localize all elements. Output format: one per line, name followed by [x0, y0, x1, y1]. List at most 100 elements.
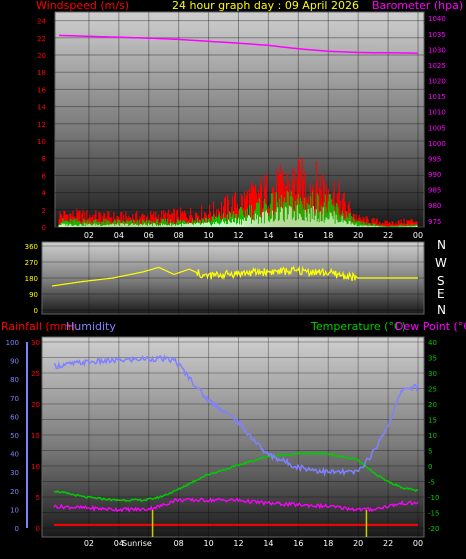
barometer-tick-label: 980 — [428, 202, 441, 210]
humidity-tick-label: 30 — [10, 469, 19, 477]
barometer-axis-label: Barometer (hpa) — [372, 0, 463, 12]
barometer-tick-label: 1030 — [428, 46, 446, 54]
rain-tick-label: 0 — [36, 525, 40, 533]
direction-tick-label: 90 — [29, 291, 38, 299]
wind-axis-label: Windspeed (m/s) — [36, 0, 129, 12]
rain-tick-label: 5 — [36, 494, 40, 502]
direction-tick-label: 270 — [25, 259, 38, 267]
humidity-tick-label: 60 — [10, 413, 19, 421]
wind-tick-label: 16 — [37, 86, 46, 94]
x-tick-label: 12 — [233, 231, 243, 240]
x-tick-label: 20 — [353, 231, 363, 240]
compass-n-bottom: N — [437, 303, 446, 317]
rain-axis-label: Rainfall (mm) — [1, 320, 75, 333]
wind-tick-label: 22 — [37, 35, 46, 43]
barometer-tick-label: 995 — [428, 155, 441, 163]
temperature-tick-label: 30 — [428, 370, 437, 378]
panel1-background — [54, 11, 425, 228]
temperature-tick-label: 40 — [428, 339, 437, 347]
humidity-axis-label: Humidity — [66, 320, 116, 333]
barometer-tick-label: 1015 — [428, 93, 446, 101]
humidity-tick-label: 100 — [6, 339, 19, 347]
rain-tick-label: 20 — [31, 401, 40, 409]
x-tick-label: 14 — [263, 231, 273, 240]
barometer-tick-label: 1000 — [428, 140, 446, 148]
wind-direction-line — [51, 265, 418, 287]
x-tick-label: 14 — [263, 539, 273, 548]
x-tick-label: 08 — [174, 539, 184, 548]
humidity-tick-label: 90 — [10, 358, 19, 366]
x-tick-label: 22 — [383, 539, 393, 548]
wind-tick-label: 24 — [37, 18, 46, 26]
dewpoint-line — [53, 497, 419, 513]
panel3-background — [41, 336, 425, 538]
compass-e: E — [437, 287, 445, 301]
sunrise-label: Sunrise — [122, 539, 152, 548]
compass-s: S — [437, 274, 445, 288]
humidity-line — [53, 354, 419, 477]
x-tick-label: 00 — [413, 231, 423, 240]
barometer-line — [58, 34, 418, 54]
temperature-tick-label: -15 — [428, 510, 439, 518]
temperature-tick-label: 20 — [428, 401, 437, 409]
barometer-tick-label: 1010 — [428, 109, 446, 117]
wind-tick-label: 2 — [42, 207, 46, 215]
direction-tick-label: 180 — [25, 275, 38, 283]
humidity-tick-label: 70 — [10, 395, 19, 403]
barometer-tick-label: 990 — [428, 171, 441, 179]
x-tick-label: 12 — [233, 539, 243, 548]
temperature-tick-label: 10 — [428, 432, 437, 440]
humidity-tick-label: 10 — [10, 506, 19, 514]
barometer-tick-label: 975 — [428, 218, 441, 226]
temperature-tick-label: 0 — [428, 463, 432, 471]
barometer-tick-label: 1040 — [428, 15, 446, 23]
temperature-tick-label: 15 — [428, 417, 437, 425]
humidity-tick-label: 50 — [10, 432, 19, 440]
temperature-tick-label: 35 — [428, 355, 437, 363]
humidity-tick-label: 40 — [10, 451, 19, 459]
rain-tick-label: 10 — [31, 463, 40, 471]
temperature-tick-label: 25 — [428, 386, 437, 394]
barometer-tick-label: 1025 — [428, 62, 446, 70]
x-tick-label: 16 — [293, 539, 303, 548]
x-tick-label: 22 — [383, 231, 393, 240]
humidity-tick-label: 20 — [10, 488, 19, 496]
x-tick-label: 18 — [323, 231, 333, 240]
x-tick-label: 10 — [203, 539, 213, 548]
barometer-tick-label: 1020 — [428, 78, 446, 86]
x-tick-label: 04 — [114, 539, 124, 548]
temperature-line — [53, 451, 419, 502]
wind-tick-label: 6 — [42, 172, 47, 180]
barometer-tick-label: 1035 — [428, 31, 446, 39]
temperature-axis-label: Temperature (°C) — [310, 320, 406, 333]
x-tick-label: 16 — [293, 231, 303, 240]
temperature-tick-label: 5 — [428, 448, 432, 456]
wind-tick-label: 20 — [37, 52, 46, 60]
x-tick-label: 10 — [203, 231, 213, 240]
direction-tick-label: 360 — [25, 243, 38, 251]
wind-tick-label: 10 — [37, 138, 46, 146]
compass-w: W — [435, 256, 447, 270]
wind-tick-label: 8 — [42, 155, 46, 163]
chart-title: 24 hour graph day : 09 April 2026 — [172, 0, 359, 12]
barometer-tick-label: 1005 — [428, 124, 446, 132]
dewpoint-axis-label: Dew Point (°C) — [395, 320, 466, 333]
temperature-tick-label: -5 — [428, 479, 435, 487]
x-tick-label: 04 — [114, 231, 124, 240]
wind-tick-label: 4 — [42, 190, 47, 198]
wind-tick-label: 14 — [37, 104, 46, 112]
temperature-tick-label: -20 — [428, 525, 439, 533]
rain-tick-label: 25 — [31, 370, 40, 378]
x-tick-label: 06 — [144, 231, 154, 240]
x-tick-label: 02 — [84, 539, 94, 548]
rain-tick-label: 30 — [31, 339, 40, 347]
x-tick-label: 18 — [323, 539, 333, 548]
x-tick-label: 00 — [413, 539, 423, 548]
x-tick-label: 08 — [174, 231, 184, 240]
x-tick-label: 02 — [84, 231, 94, 240]
wind-tick-label: 18 — [37, 69, 46, 77]
wind-tick-label: 12 — [37, 121, 46, 129]
direction-tick-label: 0 — [34, 307, 38, 315]
